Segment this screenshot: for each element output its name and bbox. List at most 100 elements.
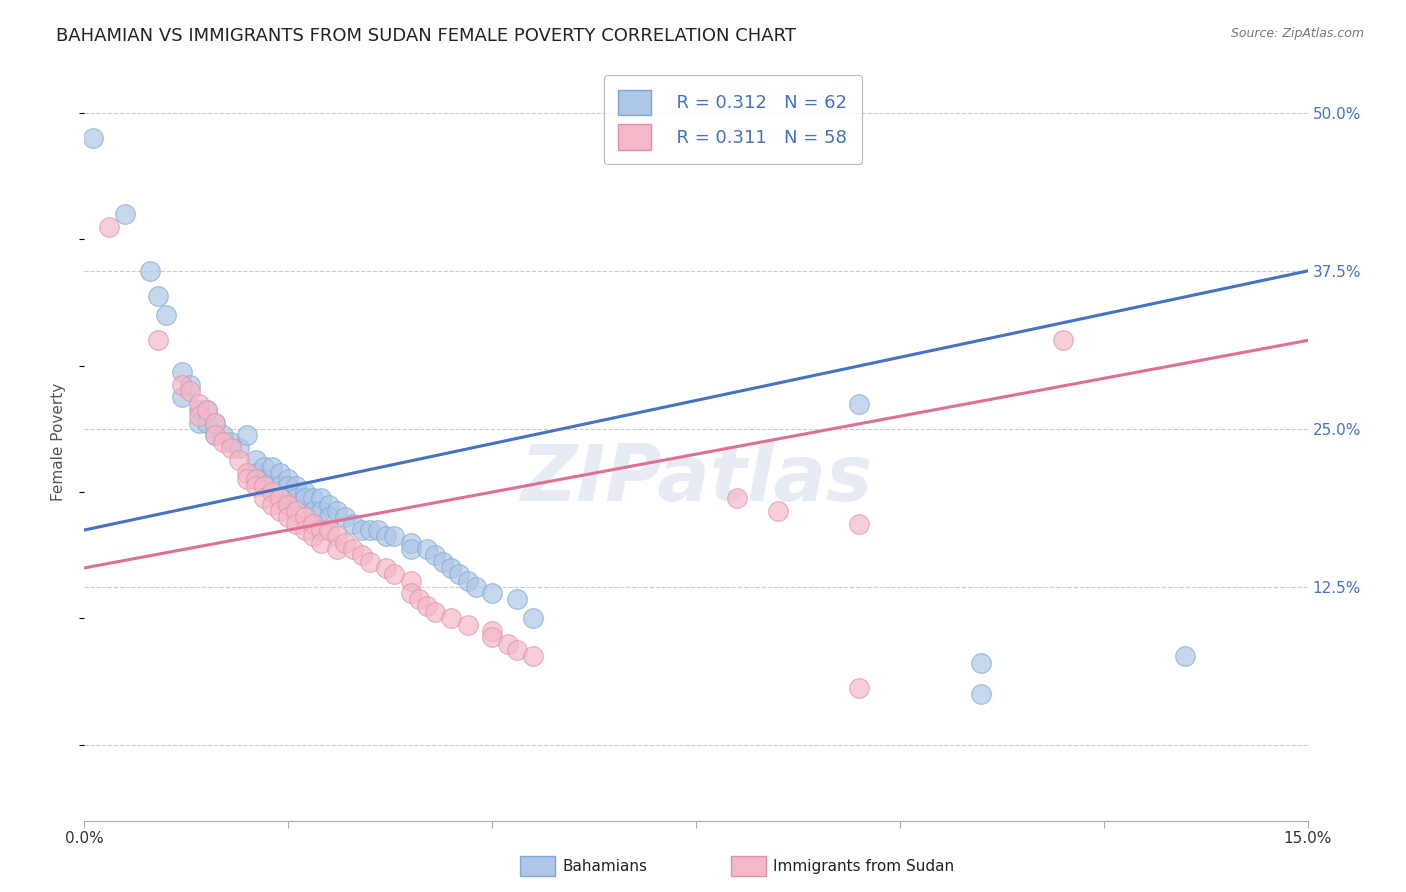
Point [318, 510, 340, 524]
Point [416, 599, 439, 613]
Point [114, 207, 136, 221]
Point [236, 428, 259, 442]
Point [423, 548, 446, 563]
Point [277, 491, 299, 506]
Point [155, 308, 177, 322]
Text: BAHAMIAN VS IMMIGRANTS FROM SUDAN FEMALE POVERTY CORRELATION CHART: BAHAMIAN VS IMMIGRANTS FROM SUDAN FEMALE… [56, 27, 796, 45]
Point [204, 428, 226, 442]
Point [294, 485, 316, 500]
Point [1174, 649, 1197, 664]
Point [172, 390, 194, 404]
Point [342, 541, 364, 556]
Point [725, 491, 748, 506]
Point [212, 434, 235, 449]
Point [260, 498, 283, 512]
Point [245, 479, 267, 493]
Point [505, 592, 527, 607]
Point [172, 377, 194, 392]
Point [301, 529, 323, 543]
Point [277, 473, 299, 487]
Point [277, 498, 299, 512]
Point [399, 535, 422, 549]
Point [269, 479, 291, 493]
Point [195, 416, 218, 430]
Point [342, 516, 364, 531]
Point [212, 428, 235, 442]
Point [318, 523, 340, 537]
Point [253, 491, 276, 506]
Point [146, 289, 169, 303]
Point [326, 504, 349, 518]
Point [350, 548, 373, 563]
Point [326, 541, 349, 556]
Point [309, 504, 332, 518]
Point [245, 473, 267, 487]
Point [219, 434, 242, 449]
Point [236, 466, 259, 480]
Point [335, 510, 357, 524]
Point [285, 491, 308, 506]
Point [260, 485, 283, 500]
Point [970, 687, 993, 701]
Point [408, 592, 430, 607]
Point [309, 491, 332, 506]
Point [253, 479, 276, 493]
Text: Source: ZipAtlas.com: Source: ZipAtlas.com [1230, 27, 1364, 40]
Point [326, 529, 349, 543]
Point [382, 529, 405, 543]
Point [82, 131, 104, 145]
Point [179, 377, 201, 392]
Point [301, 504, 323, 518]
Point [399, 574, 422, 588]
Point [285, 479, 308, 493]
Text: Bahamians: Bahamians [562, 859, 647, 873]
Point [187, 409, 209, 424]
Point [294, 491, 316, 506]
Point [335, 535, 357, 549]
Point [195, 403, 218, 417]
Point [179, 384, 201, 398]
Point [522, 611, 544, 625]
Point [285, 516, 308, 531]
Text: 15.0%: 15.0% [1284, 830, 1331, 846]
Point [277, 510, 299, 524]
Point [269, 491, 291, 506]
Point [219, 441, 242, 455]
Point [309, 523, 332, 537]
Point [367, 523, 389, 537]
Point [285, 504, 308, 518]
Point [399, 541, 422, 556]
Point [1052, 334, 1074, 348]
Point [848, 396, 870, 410]
Point [318, 498, 340, 512]
Point [464, 580, 486, 594]
Point [204, 428, 226, 442]
Point [253, 459, 276, 474]
Point [432, 555, 454, 569]
Point [309, 535, 332, 549]
Point [228, 453, 250, 467]
Point [416, 541, 439, 556]
Point [440, 561, 463, 575]
Point [245, 453, 267, 467]
Point [449, 567, 471, 582]
Y-axis label: Female Poverty: Female Poverty [51, 383, 66, 500]
Point [440, 611, 463, 625]
Point [848, 516, 870, 531]
Point [195, 403, 218, 417]
Point [970, 656, 993, 670]
Point [399, 586, 422, 600]
Point [359, 555, 381, 569]
Point [382, 567, 405, 582]
Point [457, 574, 479, 588]
Point [172, 365, 194, 379]
Point [505, 643, 527, 657]
Point [187, 396, 209, 410]
Point [294, 523, 316, 537]
Point [245, 466, 267, 480]
Text: 0.0%: 0.0% [65, 830, 104, 846]
Point [260, 459, 283, 474]
Point [457, 617, 479, 632]
Point [236, 473, 259, 487]
Point [204, 416, 226, 430]
